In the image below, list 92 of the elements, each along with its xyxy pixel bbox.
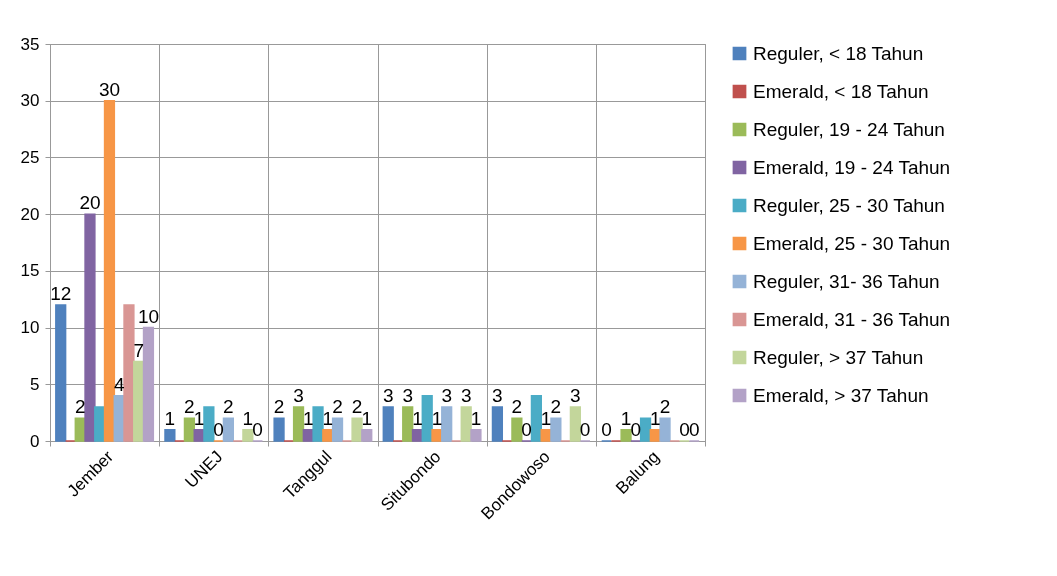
data-label: 0	[679, 419, 690, 440]
data-label: 2	[273, 396, 285, 418]
bar	[550, 417, 562, 442]
y-tick-label: 35	[20, 34, 40, 54]
data-label: 1	[470, 407, 482, 429]
legend-label: Emerald, 31 - 36 Tahun	[753, 308, 951, 330]
data-label: 1	[620, 407, 632, 429]
data-label: 3	[570, 384, 581, 406]
data-label: 3	[293, 384, 304, 406]
bar	[431, 428, 443, 442]
data-label: 1	[303, 407, 314, 429]
data-label: 1	[650, 407, 661, 429]
bar	[331, 417, 344, 442]
bar	[222, 417, 234, 442]
data-label: 0	[252, 419, 263, 440]
bar	[273, 417, 285, 442]
y-tick-label: 30	[20, 91, 40, 111]
data-label: 2	[511, 396, 523, 418]
data-label: 0	[521, 419, 532, 440]
data-label: 2	[550, 396, 562, 418]
legend-label: Emerald, 19 - 24 Tahun	[753, 156, 951, 178]
bar	[351, 417, 363, 442]
data-label: 0	[688, 419, 700, 440]
bar	[441, 406, 453, 442]
bar	[84, 213, 96, 442]
bar	[402, 406, 414, 442]
data-label: 20	[79, 192, 101, 214]
data-label: 3	[382, 384, 394, 406]
data-label: 10	[137, 305, 160, 327]
legend-label: Emerald, > 37 Tahun	[753, 384, 929, 406]
bar	[203, 406, 215, 442]
bar	[511, 417, 523, 442]
bar	[103, 99, 116, 442]
data-label: 1	[431, 407, 443, 429]
data-label: 1	[164, 407, 176, 429]
legend-label: Emerald, < 18 Tahun	[753, 80, 929, 102]
data-label: 2	[351, 396, 363, 418]
y-tick-label: 20	[20, 204, 40, 224]
data-label: 12	[50, 282, 72, 304]
data-label: 3	[402, 384, 413, 406]
bar	[183, 417, 196, 442]
data-label: 0	[579, 419, 591, 440]
bar	[142, 326, 155, 442]
data-label: 7	[133, 339, 144, 361]
bar	[292, 406, 305, 442]
data-label: 1	[540, 407, 552, 429]
bar	[382, 406, 394, 442]
bar	[94, 406, 106, 442]
y-tick-label: 5	[30, 374, 40, 394]
data-label: 30	[98, 78, 121, 100]
data-label: 3	[492, 384, 503, 406]
data-label: 1	[361, 407, 373, 429]
legend-label: Emerald, 25 - 30 Tahun	[753, 232, 951, 254]
legend-label: Reguler, 19 - 24 Tahun	[753, 118, 945, 140]
bar	[411, 428, 424, 442]
legend-label: Reguler, > 37 Tahun	[753, 346, 924, 368]
data-label: 3	[460, 384, 472, 406]
data-label: 0	[601, 419, 612, 440]
bar	[123, 304, 135, 442]
data-label: 0	[213, 419, 224, 440]
data-label: 2	[332, 396, 343, 418]
y-tick-label: 25	[20, 147, 40, 167]
bar	[460, 406, 472, 442]
y-tick-label: 0	[30, 431, 40, 451]
y-tick-label: 10	[20, 318, 40, 338]
bar	[322, 428, 334, 442]
bar	[421, 394, 433, 442]
y-tick-label: 15	[20, 261, 40, 281]
bar	[164, 428, 176, 442]
bar	[55, 304, 67, 442]
data-label: 1	[412, 407, 423, 429]
bar	[312, 406, 324, 442]
bar	[491, 406, 504, 442]
data-label: 3	[441, 384, 452, 406]
data-label: 2	[74, 396, 86, 418]
bar	[530, 394, 542, 442]
data-label: 1	[242, 407, 254, 429]
bar	[620, 428, 632, 442]
bar	[659, 417, 671, 442]
bar	[639, 417, 652, 442]
bar	[470, 428, 482, 442]
data-label: 2	[223, 396, 234, 418]
bar	[569, 406, 581, 442]
data-label: 1	[193, 407, 205, 429]
bar	[361, 428, 373, 442]
legend-label: Reguler, 25 - 30 Tahun	[753, 194, 945, 216]
legend-label: Reguler, 31- 36 Tahun	[753, 270, 940, 292]
bar	[242, 428, 254, 442]
data-label: 2	[184, 396, 195, 418]
data-label: 2	[659, 396, 671, 418]
data-label: 1	[322, 407, 334, 429]
legend-label: Reguler, < 18 Tahun	[753, 42, 924, 64]
